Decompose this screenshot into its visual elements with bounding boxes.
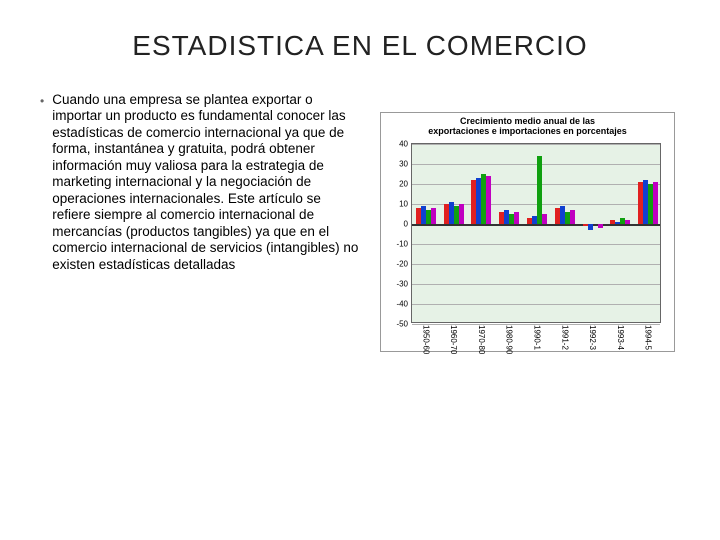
grid-line (412, 244, 660, 245)
bar (653, 182, 658, 224)
bar (431, 208, 436, 224)
y-tick-label: 40 (390, 140, 408, 149)
content-row: • Cuando una empresa se plantea exportar… (40, 92, 680, 352)
x-tick-label: 1991-2 (560, 325, 569, 350)
grid-line (412, 184, 660, 185)
y-tick-label: -10 (390, 240, 408, 249)
body-text: Cuando una empresa se plantea exportar o… (52, 92, 360, 273)
y-tick-label: -30 (390, 280, 408, 289)
grid-line (412, 264, 660, 265)
chart-container: Crecimiento medio anual de las exportaci… (380, 112, 675, 352)
x-tick-label: 1950-60 (421, 325, 430, 354)
y-tick-label: 20 (390, 180, 408, 189)
y-tick-label: -40 (390, 300, 408, 309)
slide: ESTADISTICA EN EL COMERCIO • Cuando una … (0, 0, 720, 540)
grid-line (412, 164, 660, 165)
bar (459, 204, 464, 224)
plot-area: -50-40-30-20-100102030401950-601960-7019… (411, 143, 661, 323)
bar (625, 220, 630, 224)
bar (514, 212, 519, 224)
text-column: • Cuando una empresa se plantea exportar… (40, 92, 360, 273)
bar (486, 176, 491, 224)
x-tick-label: 1990-1 (533, 325, 542, 350)
y-tick-label: 30 (390, 160, 408, 169)
y-tick-label: -20 (390, 260, 408, 269)
chart-title-line1: Crecimiento medio anual de las (460, 116, 595, 126)
y-tick-label: 10 (390, 200, 408, 209)
grid-line (412, 304, 660, 305)
bullet-icon: • (40, 92, 44, 273)
x-tick-label: 1960-70 (449, 325, 458, 354)
bar (542, 214, 547, 224)
x-tick-label: 1980-90 (505, 325, 514, 354)
zero-line (412, 224, 660, 226)
bar (570, 210, 575, 224)
chart-column: Crecimiento medio anual de las exportaci… (380, 92, 680, 352)
x-tick-label: 1994-5 (644, 325, 653, 350)
chart-title: Crecimiento medio anual de las exportaci… (381, 117, 674, 137)
grid-line (412, 284, 660, 285)
page-title: ESTADISTICA EN EL COMERCIO (40, 30, 680, 62)
chart-title-line2: exportaciones e importaciones en porcent… (428, 126, 627, 136)
y-tick-label: 0 (390, 220, 408, 229)
x-tick-label: 1993-4 (616, 325, 625, 350)
y-tick-label: -50 (390, 320, 408, 329)
x-tick-label: 1970-80 (477, 325, 486, 354)
bar (598, 224, 603, 228)
x-tick-label: 1992-3 (588, 325, 597, 350)
bar (588, 224, 593, 230)
grid-line (412, 144, 660, 145)
